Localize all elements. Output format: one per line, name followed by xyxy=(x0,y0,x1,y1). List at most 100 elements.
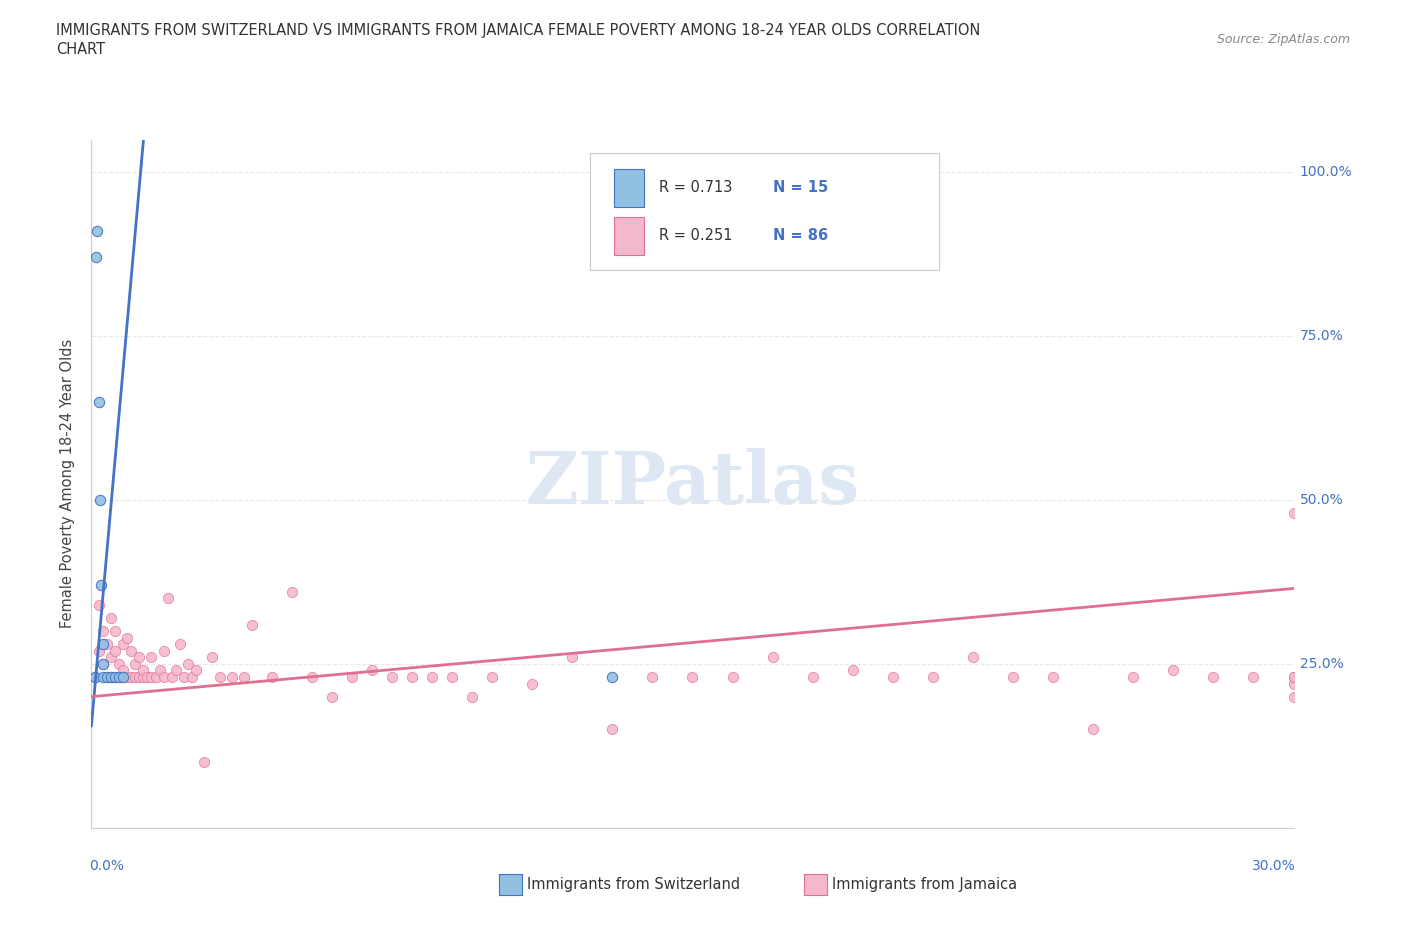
Point xyxy=(86,224,108,239)
Point xyxy=(1282,670,1305,684)
Point xyxy=(87,394,110,409)
Point xyxy=(91,637,114,652)
Point xyxy=(124,657,146,671)
Point xyxy=(93,670,115,684)
Point xyxy=(89,493,111,508)
Point xyxy=(160,670,183,684)
Point xyxy=(841,663,863,678)
Point xyxy=(641,670,664,684)
Point xyxy=(121,644,143,658)
Point xyxy=(96,637,118,652)
Point xyxy=(922,670,945,684)
Text: R = 0.713: R = 0.713 xyxy=(659,180,733,195)
Point xyxy=(141,650,163,665)
Point xyxy=(100,610,122,625)
Point xyxy=(108,670,131,684)
Point xyxy=(184,663,207,678)
Point xyxy=(762,650,785,665)
Point xyxy=(156,591,179,605)
Point xyxy=(201,650,224,665)
Point xyxy=(112,670,135,684)
Point xyxy=(84,250,107,265)
Point xyxy=(1202,670,1225,684)
Point xyxy=(561,650,583,665)
Point xyxy=(89,597,111,612)
Point xyxy=(1122,670,1144,684)
Point xyxy=(90,578,112,592)
Point xyxy=(117,631,139,645)
Point xyxy=(132,670,155,684)
Point xyxy=(340,670,363,684)
Point xyxy=(1042,670,1064,684)
Point xyxy=(104,644,127,658)
Point xyxy=(83,670,105,684)
Text: Immigrants from Switzerland: Immigrants from Switzerland xyxy=(527,877,741,892)
Point xyxy=(100,670,122,684)
Text: 100.0%: 100.0% xyxy=(1299,166,1353,179)
Point xyxy=(96,670,118,684)
Point xyxy=(1282,670,1305,684)
Point xyxy=(93,624,115,639)
Point xyxy=(84,670,107,684)
Point xyxy=(93,657,115,671)
FancyBboxPatch shape xyxy=(591,153,939,271)
Point xyxy=(522,676,544,691)
Point xyxy=(112,663,135,678)
Text: 0.0%: 0.0% xyxy=(89,858,124,872)
Point xyxy=(136,670,159,684)
Point xyxy=(104,624,127,639)
Point xyxy=(124,670,146,684)
Point xyxy=(360,663,382,678)
Point xyxy=(180,670,202,684)
Point xyxy=(1282,676,1305,691)
Point xyxy=(132,663,155,678)
Text: ZIPatlas: ZIPatlas xyxy=(526,448,859,519)
FancyBboxPatch shape xyxy=(614,168,644,206)
Point xyxy=(221,670,243,684)
Point xyxy=(145,670,167,684)
Point xyxy=(100,670,122,684)
Point xyxy=(420,670,443,684)
Point xyxy=(1001,670,1024,684)
Point xyxy=(128,650,150,665)
Point xyxy=(681,670,703,684)
Point xyxy=(104,670,127,684)
Point xyxy=(602,670,624,684)
Point xyxy=(1282,670,1305,684)
Point xyxy=(100,650,122,665)
Text: N = 15: N = 15 xyxy=(773,180,828,195)
Point xyxy=(176,657,198,671)
Point xyxy=(301,670,323,684)
Point xyxy=(882,670,904,684)
Point xyxy=(1163,663,1185,678)
Point xyxy=(962,650,984,665)
Point xyxy=(112,637,135,652)
Point xyxy=(440,670,463,684)
Text: Source: ZipAtlas.com: Source: ZipAtlas.com xyxy=(1216,33,1350,46)
Point xyxy=(108,657,131,671)
Point xyxy=(108,670,131,684)
Point xyxy=(112,670,135,684)
Point xyxy=(232,670,254,684)
Text: N = 86: N = 86 xyxy=(773,229,828,244)
Point xyxy=(321,689,343,704)
Text: Immigrants from Jamaica: Immigrants from Jamaica xyxy=(832,877,1018,892)
Text: IMMIGRANTS FROM SWITZERLAND VS IMMIGRANTS FROM JAMAICA FEMALE POVERTY AMONG 18-2: IMMIGRANTS FROM SWITZERLAND VS IMMIGRANT… xyxy=(56,23,980,38)
Point xyxy=(173,670,195,684)
Point xyxy=(1243,670,1265,684)
Point xyxy=(602,722,624,737)
Point xyxy=(96,670,118,684)
Point xyxy=(1083,722,1105,737)
Point xyxy=(721,670,744,684)
Point xyxy=(152,670,174,684)
Point xyxy=(93,657,115,671)
Point xyxy=(381,670,404,684)
Point xyxy=(104,670,127,684)
Point xyxy=(240,618,263,632)
Point xyxy=(141,670,163,684)
Text: R = 0.251: R = 0.251 xyxy=(659,229,733,244)
FancyBboxPatch shape xyxy=(614,217,644,255)
Text: 30.0%: 30.0% xyxy=(1253,858,1296,872)
Point xyxy=(401,670,423,684)
Point xyxy=(165,663,187,678)
